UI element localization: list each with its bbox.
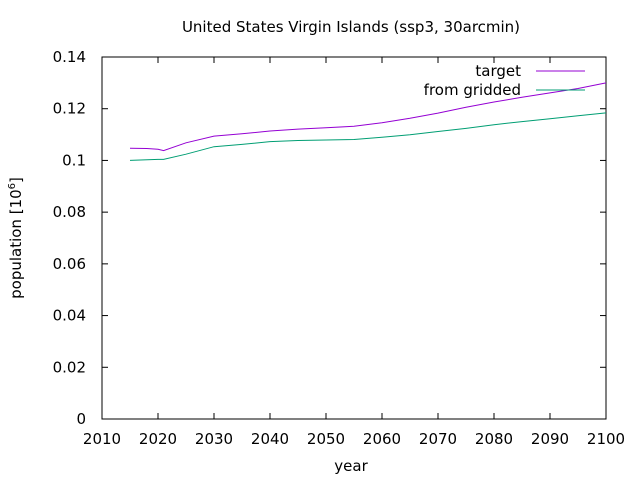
legend-label-0: target [475,62,521,80]
x-tick-label: 2030 [195,430,233,448]
x-tick-label: 2080 [475,430,513,448]
y-tick-label: 0.12 [53,100,86,118]
x-tick-label: 2060 [363,430,401,448]
x-axis-label: year [334,457,368,475]
y-tick-label: 0.02 [53,358,86,376]
y-tick-label: 0.04 [53,307,86,325]
y-axis-label-close: ] [7,177,25,183]
y-tick-label: 0.08 [53,203,86,221]
x-tick-label: 2070 [419,430,457,448]
y-tick-label: 0 [76,410,86,428]
x-tick-label: 2020 [139,430,177,448]
series-line-1 [129,112,607,161]
y-tick-label: 0.14 [53,48,86,66]
y-axis: 0 0.02 0.04 0.06 0.08 0.1 0.12 0.14 [53,48,606,428]
y-tick-label: 0.06 [53,255,86,273]
y-tick-label: 0.1 [62,151,86,169]
x-axis: 2010 2020 2030 2040 2050 2060 2070 2080 2090 2100 [83,57,625,448]
y-axis-label-exponent: 6 [7,183,18,189]
x-tick-label: 2040 [251,430,289,448]
x-tick-label: 2090 [531,430,569,448]
x-tick-label: 2050 [307,430,345,448]
chart-title: United States Virgin Islands (ssp3, 30ar… [182,18,520,36]
y-axis-label: population [106] [7,177,25,299]
y-axis-label-base: population [10 [7,189,25,299]
series-lines [129,82,607,161]
x-tick-label: 2010 [83,430,121,448]
series-line-0 [129,82,607,152]
x-tick-label: 2100 [587,430,625,448]
plot-area-frame [101,56,607,420]
legend-label-1: from gridded [424,81,521,99]
